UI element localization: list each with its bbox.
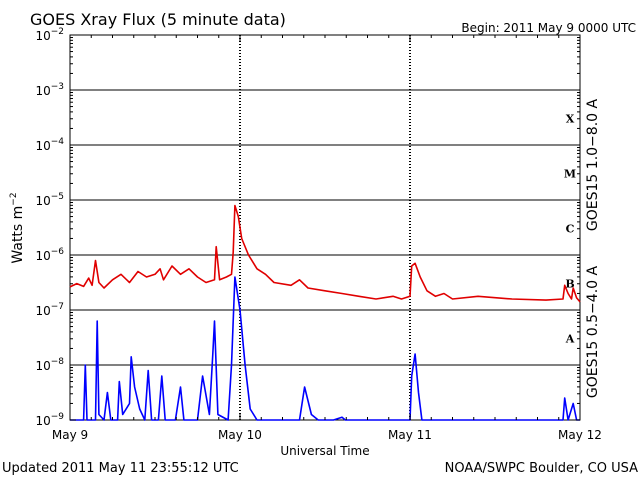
y-axis-label-main: Watts m <box>10 206 26 264</box>
chart-title: GOES Xray Flux (5 minute data) <box>30 10 286 29</box>
y-tick-label: 10−2 <box>35 27 64 43</box>
legend-short-wave: GOES15 0.5−4.0 A <box>585 266 601 399</box>
x-tick-label: May 12 <box>558 428 602 442</box>
flare-class-label: M <box>564 168 576 181</box>
flare-class-label: B <box>565 278 574 291</box>
y-tick-label: 10−3 <box>35 82 64 98</box>
y-tick-label: 10−9 <box>35 412 64 428</box>
series-line-long-wave <box>69 204 581 303</box>
grid <box>70 89 580 366</box>
y-tick-label: 10−5 <box>35 192 64 208</box>
flare-class-labels: X M C B A <box>564 113 576 346</box>
plot-area <box>69 34 581 421</box>
flare-class-label: C <box>566 223 575 236</box>
series-lines <box>69 204 581 421</box>
x-tick-label: May 11 <box>388 428 432 442</box>
x-axis-label: Universal Time <box>280 444 369 458</box>
flare-class-label: A <box>565 333 575 346</box>
y-tick-label: 10−4 <box>35 137 64 153</box>
legend-long-wave: GOES15 1.0−8.0 A <box>585 99 601 232</box>
y-axis-label: Watts m−2 <box>9 192 26 263</box>
flare-class-label: X <box>566 113 575 126</box>
y-tick-label: 10−7 <box>35 302 64 318</box>
begin-time: Begin: 2011 May 9 0000 UTC <box>461 21 636 35</box>
x-tick-label: May 10 <box>218 428 262 442</box>
plot-border <box>69 34 581 421</box>
x-tick-label: May 9 <box>52 428 88 442</box>
x-ticks: May 9 May 10 May 11 May 12 <box>52 35 602 442</box>
source-credit: NOAA/SWPC Boulder, CO USA <box>445 461 638 476</box>
series-line-short-wave <box>70 276 580 421</box>
y-tick-label: 10−8 <box>35 357 64 373</box>
y-tick-label: 10−6 <box>35 247 64 263</box>
y-axis-label-sup: −2 <box>9 192 19 205</box>
updated-timestamp: Updated 2011 May 11 23:55:12 UTC <box>2 461 239 476</box>
